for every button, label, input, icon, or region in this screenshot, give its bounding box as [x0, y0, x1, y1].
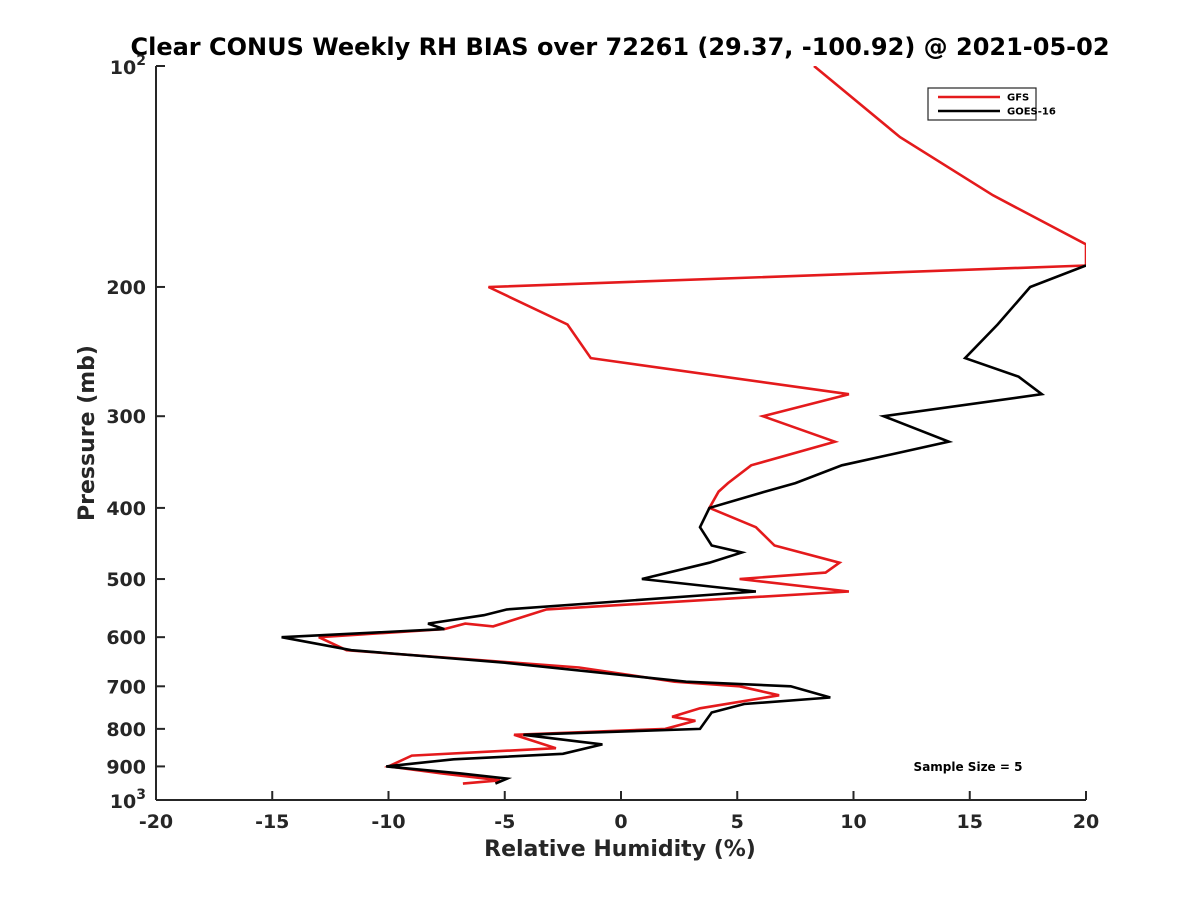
y-tick-label: 400 [106, 498, 146, 520]
y-axis-label: Pressure (mb) [75, 345, 100, 521]
y-tick-label: 500 [106, 569, 146, 591]
sample-size-annotation: Sample Size = 5 [914, 760, 1023, 774]
axes-layer: -20 -15 -10 -5 0 5 10 15 20 102 200 300 400 500 600 700… [106, 53, 1099, 833]
x-tick-label: 15 [957, 811, 983, 833]
x-tick-label: 20 [1073, 811, 1099, 833]
y-tick-label: 800 [106, 719, 146, 741]
x-axis-label: Relative Humidity (%) [484, 837, 756, 862]
x-tick-label: -10 [371, 811, 405, 833]
y-tick-label: 900 [106, 756, 146, 778]
x-tick-label: -15 [255, 811, 289, 833]
x-tick-label: 0 [614, 811, 627, 833]
y-tick-label: 600 [106, 627, 146, 649]
x-tick-label: -20 [139, 811, 173, 833]
x-tick-label: 5 [731, 811, 744, 833]
x-tick-label: 10 [840, 811, 866, 833]
chart-title: Clear CONUS Weekly RH BIAS over 72261 (2… [130, 33, 1109, 61]
legend-label-gfs: GFS [1007, 93, 1029, 104]
legend-label-goes-16: GOES-16 [1007, 107, 1056, 118]
legend-box [927, 87, 1037, 121]
y-tick-label: 200 [106, 277, 146, 299]
x-tick-label: -5 [494, 811, 515, 833]
series-line-goes-16 [281, 264, 1086, 785]
y-tick-label: 300 [106, 406, 146, 428]
y-tick-label: 700 [106, 676, 146, 698]
y-tick-label: 103 [110, 787, 146, 813]
y-tick-label: 102 [110, 53, 146, 79]
legend: GFS GOES-16 [927, 87, 1056, 121]
series-layer [281, 66, 1086, 785]
